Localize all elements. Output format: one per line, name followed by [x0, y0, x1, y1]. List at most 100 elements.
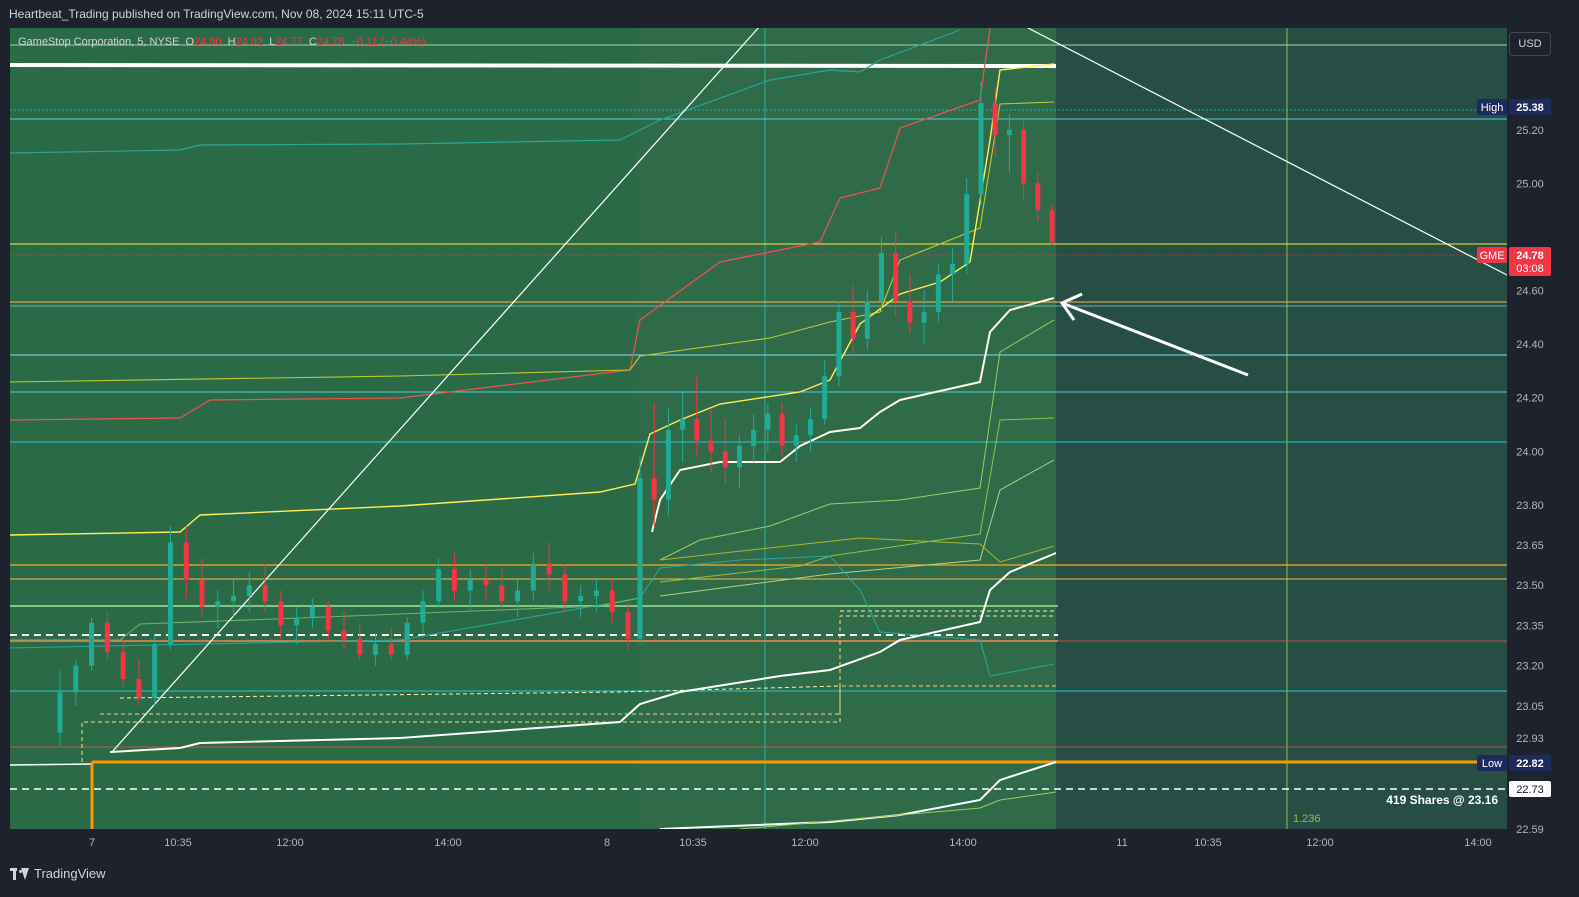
symbol-legend[interactable]: GameStop Corporation, 5, NYSE O24.90 H24… — [18, 36, 425, 48]
candle-body — [665, 429, 671, 500]
candle — [879, 236, 885, 312]
candle — [751, 413, 757, 462]
price-tick-8: 23.50 — [1516, 580, 1544, 592]
candle — [152, 633, 158, 706]
time-tick-6: 12:00 — [791, 837, 819, 849]
candle — [1049, 204, 1055, 245]
candle-body — [1049, 210, 1055, 243]
price-axis-panel[interactable] — [1507, 28, 1579, 858]
candle-body — [546, 563, 552, 575]
fib-annotation: 1.236 — [1293, 813, 1321, 825]
candle — [57, 670, 63, 746]
band-green-bottom — [739, 791, 1057, 829]
low-line-white — [10, 763, 93, 766]
candle — [807, 408, 813, 452]
future-background — [1056, 28, 1507, 829]
legend-low-label: L — [269, 36, 276, 48]
time-tick-0: 7 — [89, 837, 95, 849]
candle-body — [530, 563, 536, 591]
candle-body — [950, 263, 956, 275]
candle-body — [231, 595, 237, 602]
band-cream — [651, 297, 1055, 533]
candle-body — [680, 419, 686, 430]
candle-body — [879, 253, 885, 302]
candle — [651, 403, 657, 527]
candle — [183, 526, 189, 599]
candle-body — [765, 413, 771, 430]
time-tick-1: 10:35 — [164, 837, 192, 849]
trend-line-up — [111, 28, 760, 753]
price-tick-0: 25.20 — [1516, 125, 1544, 137]
candle — [935, 263, 941, 323]
time-tick-5: 10:35 — [679, 837, 707, 849]
candle-body — [609, 590, 615, 613]
candle — [294, 606, 300, 645]
candle — [708, 408, 714, 473]
band-olive — [10, 101, 1055, 383]
tradingview-brand[interactable]: TradingView — [10, 866, 106, 881]
candle-body — [199, 579, 205, 607]
time-tick-4: 8 — [604, 837, 610, 849]
price-label-dashed: 22.73 — [1509, 781, 1551, 797]
candle — [593, 579, 599, 613]
price-tick-12: 22.93 — [1516, 733, 1544, 745]
candle-body — [736, 445, 742, 468]
price-label-current-value: 24.78 — [1516, 250, 1544, 262]
top-bar: Heartbeat_Trading published on TradingVi… — [0, 0, 1579, 28]
candle-body — [694, 419, 700, 441]
price-tick-1: 25.00 — [1516, 178, 1544, 190]
candle — [199, 558, 205, 618]
legend-close-label: C — [308, 36, 317, 48]
candle — [850, 285, 856, 355]
candle-body — [341, 630, 347, 639]
price-axis-ticks: 25.20 25.00 24.60 24.40 24.20 24.00 23.80 23.65… — [1516, 125, 1544, 836]
candle-body — [515, 590, 521, 602]
publish-info: Heartbeat_Trading published on TradingVi… — [9, 7, 424, 21]
candle-body — [935, 274, 941, 312]
price-label-countdown: 03:08 — [1516, 263, 1544, 275]
candle — [562, 563, 568, 613]
bottom-bar — [0, 858, 1579, 897]
band-yellow — [10, 63, 1055, 536]
legend-high-label: H — [227, 36, 236, 48]
legend-close-value: 24.78 — [316, 36, 345, 48]
price-label-current: GME 24.78 03:08 — [1477, 247, 1551, 276]
candle — [864, 290, 870, 350]
price-tick-5: 24.00 — [1516, 446, 1544, 458]
candle — [722, 419, 728, 484]
legend-symbol: GameStop Corporation, 5, NYSE — [18, 36, 180, 48]
candle — [420, 590, 426, 634]
price-tick-4: 24.20 — [1516, 393, 1544, 405]
candle-body — [893, 253, 899, 302]
candle-body — [578, 595, 584, 602]
candle — [515, 579, 521, 618]
candle — [1035, 172, 1041, 221]
candle — [262, 563, 268, 613]
tradingview-logo-icon — [10, 867, 29, 880]
time-axis-panel[interactable] — [0, 829, 1507, 858]
candle — [530, 553, 536, 602]
candle — [325, 601, 331, 639]
candle — [637, 456, 643, 645]
time-axis-ticks: 7 10:35 12:00 14:00 8 10:35 12:00 14:00 11 10:35 1… — [89, 837, 1492, 849]
candle-body — [864, 301, 870, 339]
candle-body — [388, 644, 394, 655]
candle-body — [420, 601, 426, 623]
legend-open-value: 24.90 — [194, 36, 222, 48]
candle — [231, 579, 237, 618]
candle-body — [309, 606, 315, 618]
currency-button[interactable]: USD — [1509, 32, 1551, 56]
candle-body — [964, 194, 970, 264]
candle-body — [104, 622, 110, 653]
band-teal-upper — [10, 29, 961, 154]
time-tick-10: 12:00 — [1306, 837, 1334, 849]
candles-group — [57, 81, 1055, 746]
price-chart[interactable]: 25.20 25.00 24.60 24.40 24.20 24.00 23.80 23.65… — [0, 0, 1579, 858]
candle-body — [651, 478, 657, 500]
candle-body — [294, 617, 300, 626]
candle — [436, 558, 442, 607]
trend-line-down — [1027, 28, 1507, 276]
candle-body — [89, 622, 95, 666]
band-red-upper — [10, 28, 991, 421]
level-line-thick-white — [10, 63, 1057, 68]
